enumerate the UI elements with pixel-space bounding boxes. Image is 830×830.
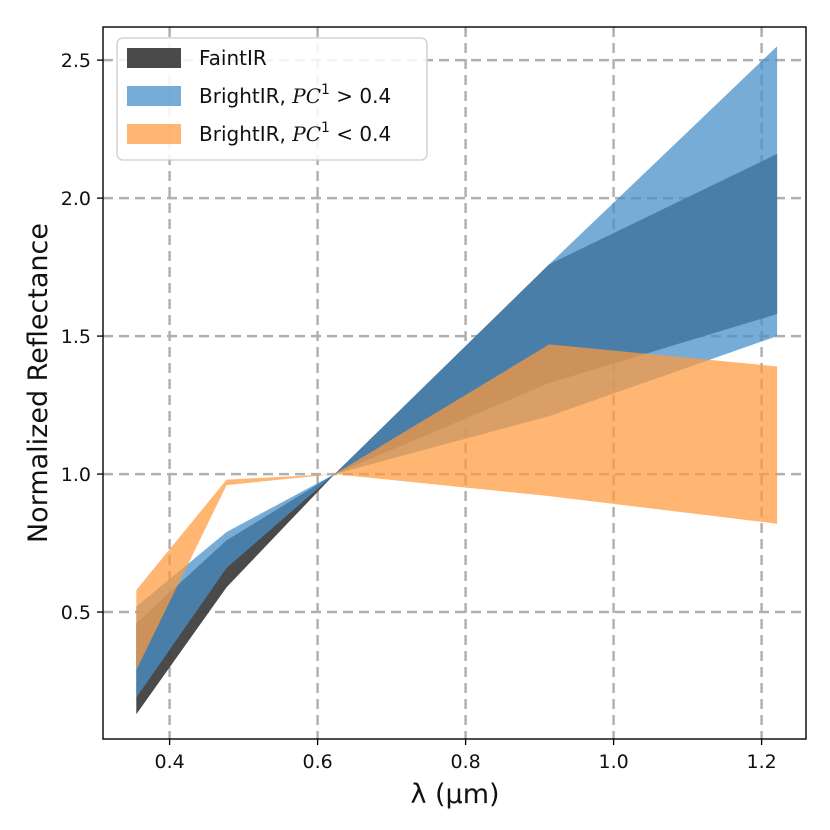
- legend-box: [116, 37, 428, 161]
- legend-label-3: BrightIR, PC1 < 0.4: [199, 120, 391, 146]
- legend-swatch-3: [127, 124, 181, 144]
- data-bands: [136, 46, 778, 715]
- y-tick-label: 1.5: [61, 326, 91, 348]
- y-tick-label: 1.0: [61, 464, 91, 486]
- legend-label-2: BrightIR, PC1 > 0.4: [199, 82, 391, 108]
- band-series-3: [136, 344, 778, 670]
- x-tick-label: 0.6: [302, 751, 332, 773]
- y-tick-label: 2.0: [61, 188, 91, 210]
- band-series-2: [136, 46, 778, 698]
- x-axis-label: λ (μm): [410, 779, 499, 810]
- legend-swatch-1: [127, 48, 181, 68]
- plot-frame: [102, 26, 807, 740]
- x-tick-label: 0.8: [450, 751, 480, 773]
- y-tick-label: 0.5: [61, 602, 91, 624]
- x-tick-label: 1.0: [598, 751, 628, 773]
- legend: FaintIR BrightIR, PC1 > 0.4 BrightIR, PC1 …: [116, 37, 428, 161]
- x-tick-label: 1.2: [746, 751, 776, 773]
- axis-ticks: 0.4 0.6 0.8 1.0 1.2 0.5 1.0 1.5 2.0 2.5: [61, 50, 777, 773]
- legend-swatch-2: [127, 86, 181, 106]
- y-tick-label: 2.5: [61, 50, 91, 72]
- y-axis-label: Normalized Reflectance: [23, 223, 54, 543]
- legend-label-1: FaintIR: [199, 46, 267, 70]
- x-tick-label: 0.4: [154, 751, 184, 773]
